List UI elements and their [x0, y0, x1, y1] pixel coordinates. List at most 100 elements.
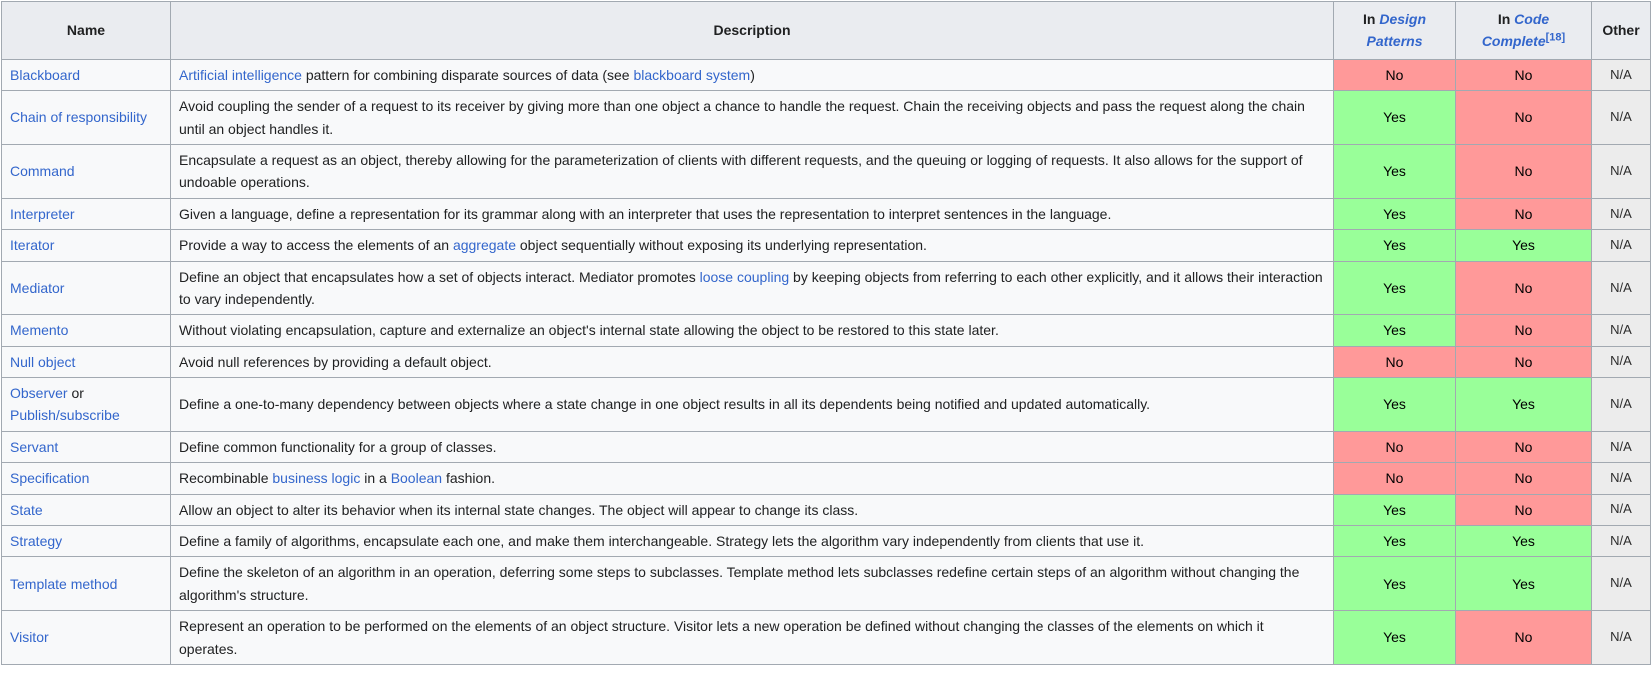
- in-code-complete-cell: No: [1455, 197, 1592, 231]
- in-code-complete-cell: No: [1455, 314, 1592, 347]
- pattern-link[interactable]: Publish/subscribe: [10, 407, 120, 424]
- other-cell: N/A: [1591, 462, 1651, 495]
- description-cell: Encapsulate a request as an object, ther…: [170, 143, 1334, 199]
- other-cell: N/A: [1591, 493, 1651, 527]
- description-link[interactable]: business logic: [272, 470, 361, 487]
- other-cell: N/A: [1591, 90, 1651, 145]
- in-design-patterns-cell: Yes: [1333, 143, 1456, 199]
- plain-text: Recombinable: [179, 470, 273, 487]
- plain-text: Define a family of algorithms, encapsula…: [179, 533, 1144, 550]
- description-link[interactable]: Boolean: [390, 470, 443, 487]
- table-row: Interpreter Given a language, define a re…: [1, 197, 1651, 231]
- description-link[interactable]: aggregate: [452, 237, 516, 254]
- in-code-complete-cell: No: [1455, 430, 1592, 464]
- table-body: Blackboard Artificial intelligence patter…: [1, 58, 1651, 665]
- code-complete-book-link[interactable]: Code Complete: [1481, 11, 1550, 50]
- pattern-link[interactable]: Command: [10, 163, 75, 180]
- table-row: Visitor Represent an operation to be perf…: [1, 610, 1651, 665]
- other-cell: N/A: [1591, 430, 1651, 464]
- plain-text: fashion.: [442, 470, 496, 487]
- in-design-patterns-cell: Yes: [1333, 90, 1456, 145]
- pattern-link[interactable]: Servant: [10, 438, 59, 455]
- description-cell: Define a one-to-many dependency between …: [170, 377, 1334, 432]
- in-code-complete-cell: No: [1455, 143, 1592, 199]
- header-prefix: In: [1497, 11, 1515, 27]
- header-prefix: In: [1362, 11, 1380, 27]
- pattern-name-cell: Template method: [1, 556, 171, 612]
- description-cell: Avoid coupling the sender of a request t…: [170, 90, 1334, 145]
- column-header-other: Other: [1591, 1, 1651, 60]
- pattern-link[interactable]: Template method: [10, 575, 118, 592]
- in-design-patterns-cell: Yes: [1333, 229, 1456, 262]
- pattern-link[interactable]: Memento: [10, 322, 69, 339]
- description-cell: Allow an object to alter its behavior wh…: [170, 493, 1334, 527]
- pattern-link[interactable]: State: [10, 501, 43, 518]
- pattern-link[interactable]: Chain of responsibility: [10, 109, 147, 126]
- pattern-name-cell: Null object: [1, 345, 171, 379]
- column-header-in-code-complete: In Code Complete[18]: [1455, 1, 1592, 60]
- table-row: Strategy Define a family of algorithms, e…: [1, 525, 1651, 558]
- pattern-link[interactable]: Interpreter: [10, 205, 75, 222]
- pattern-name-cell: Command: [1, 143, 171, 199]
- pattern-link[interactable]: Mediator: [10, 279, 65, 296]
- pattern-link[interactable]: Specification: [10, 470, 90, 487]
- plain-text: Define an object that encapsulates how a…: [179, 268, 700, 285]
- in-code-complete-cell: No: [1455, 462, 1592, 495]
- plain-text: ): [750, 66, 755, 83]
- description-cell: Given a language, define a representatio…: [170, 197, 1334, 231]
- reference-18-link[interactable]: [18]: [1545, 31, 1566, 44]
- pattern-link[interactable]: Iterator: [10, 237, 55, 254]
- other-cell: N/A: [1591, 377, 1651, 432]
- pattern-name-cell: Observer or Publish/subscribe: [1, 377, 171, 432]
- design-patterns-book-link[interactable]: Design Patterns: [1366, 11, 1427, 50]
- pattern-link[interactable]: Observer: [10, 385, 68, 402]
- in-code-complete-cell: Yes: [1455, 556, 1592, 612]
- pattern-link[interactable]: Blackboard: [10, 66, 81, 83]
- in-design-patterns-cell: Yes: [1333, 556, 1456, 612]
- in-design-patterns-cell: Yes: [1333, 260, 1456, 316]
- pattern-name-cell: Blackboard: [1, 58, 171, 92]
- description-link[interactable]: loose coupling: [699, 268, 790, 285]
- column-header-name: Name: [1, 1, 171, 60]
- description-cell: Artificial intelligence pattern for comb…: [170, 58, 1334, 92]
- description-link[interactable]: blackboard system: [633, 66, 751, 83]
- table-row: Observer or Publish/subscribe Define a on…: [1, 377, 1651, 432]
- description-cell: Define the skeleton of an algorithm in a…: [170, 556, 1334, 612]
- in-code-complete-cell: Yes: [1455, 229, 1592, 262]
- in-design-patterns-cell: Yes: [1333, 314, 1456, 347]
- table-row: Command Encapsulate a request as an objec…: [1, 143, 1651, 199]
- description-cell: Define an object that encapsulates how a…: [170, 260, 1334, 316]
- plain-text: Represent an operation to be performed o…: [179, 618, 1264, 657]
- description-cell: Without violating encapsulation, capture…: [170, 314, 1334, 347]
- pattern-name-cell: Strategy: [1, 525, 171, 558]
- other-cell: N/A: [1591, 314, 1651, 347]
- plain-text: Without violating encapsulation, capture…: [179, 322, 999, 339]
- in-design-patterns-cell: Yes: [1333, 525, 1456, 558]
- other-cell: N/A: [1591, 260, 1651, 316]
- other-cell: N/A: [1591, 345, 1651, 379]
- plain-text: Provide a way to access the elements of …: [179, 237, 453, 254]
- pattern-link[interactable]: Null object: [10, 353, 76, 370]
- in-design-patterns-cell: No: [1333, 345, 1456, 379]
- table-row: Null object Avoid null references by prov…: [1, 345, 1651, 379]
- in-design-patterns-cell: No: [1333, 58, 1456, 92]
- other-cell: N/A: [1591, 58, 1651, 92]
- plain-text: Define a one-to-many dependency between …: [179, 396, 1151, 413]
- description-link[interactable]: Artificial intelligence: [179, 66, 302, 83]
- in-code-complete-cell: No: [1455, 493, 1592, 527]
- in-code-complete-cell: Yes: [1455, 525, 1592, 558]
- plain-text: in a: [360, 470, 391, 487]
- plain-text: Allow an object to alter its behavior wh…: [179, 501, 859, 518]
- pattern-link[interactable]: Visitor: [10, 629, 49, 646]
- in-code-complete-cell: No: [1455, 58, 1592, 92]
- table-row: Iterator Provide a way to access the elem…: [1, 229, 1651, 262]
- in-design-patterns-cell: No: [1333, 462, 1456, 495]
- in-code-complete-cell: No: [1455, 260, 1592, 316]
- other-cell: N/A: [1591, 229, 1651, 262]
- pattern-name-cell: State: [1, 493, 171, 527]
- pattern-link[interactable]: Strategy: [10, 533, 63, 550]
- plain-text: Encapsulate a request as an object, ther…: [179, 151, 1303, 191]
- plain-text: Given a language, define a representatio…: [179, 205, 1112, 222]
- in-design-patterns-cell: Yes: [1333, 197, 1456, 231]
- table-row: Servant Define common functionality for a…: [1, 430, 1651, 464]
